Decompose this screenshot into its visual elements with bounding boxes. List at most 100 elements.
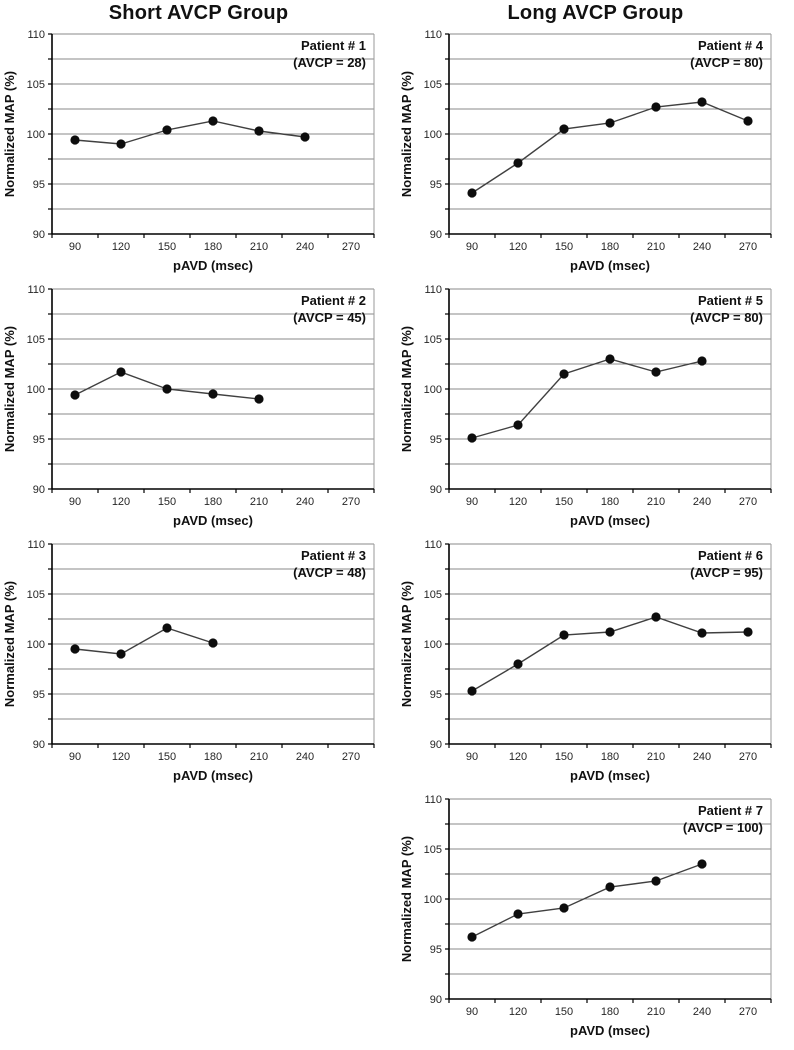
x-tick-label: 240 — [693, 751, 711, 763]
x-tick-label: 270 — [342, 496, 360, 508]
y-tick-label: 110 — [27, 539, 45, 551]
data-point — [513, 659, 523, 669]
short-avcp-column: Short AVCP Group 90 95 100 105 110 90 120 150 18… — [0, 2, 397, 783]
x-tick-label: 180 — [204, 751, 222, 763]
data-point — [70, 644, 80, 654]
data-point — [697, 628, 707, 638]
x-tick-label: 120 — [112, 496, 130, 508]
data-point — [162, 384, 172, 394]
x-tick-label: 90 — [466, 496, 478, 508]
data-point — [697, 859, 707, 869]
x-axis-title: pAVD (msec) — [570, 258, 650, 273]
x-tick-label: 150 — [158, 751, 176, 763]
data-point — [605, 354, 615, 364]
x-axis-title: pAVD (msec) — [570, 768, 650, 783]
x-tick-label: 210 — [250, 751, 268, 763]
x-tick-label: 90 — [466, 751, 478, 763]
x-tick-label: 150 — [555, 751, 573, 763]
data-point — [513, 420, 523, 430]
data-point — [651, 367, 661, 377]
x-tick-label: 120 — [509, 496, 527, 508]
x-tick-label: 210 — [250, 496, 268, 508]
x-tick-label: 180 — [601, 751, 619, 763]
y-tick-label: 105 — [27, 589, 45, 601]
y-tick-label: 95 — [430, 944, 442, 956]
data-point — [208, 389, 218, 399]
y-tick-label: 100 — [27, 384, 45, 396]
y-axis-title: Normalized MAP (%) — [2, 326, 17, 452]
data-point — [651, 876, 661, 886]
patient-7-chart: 90 95 100 105 110 90 120 150 180 210 240 270 Patient… — [397, 793, 794, 1048]
x-tick-label: 240 — [296, 751, 314, 763]
y-tick-label: 110 — [424, 794, 442, 806]
data-point — [605, 627, 615, 637]
patient-label: Patient # 1 — [301, 38, 366, 53]
patient-6-plot: 90 95 100 105 110 90 120 150 180 210 240 270 Patient… — [399, 539, 772, 783]
data-point — [605, 882, 615, 892]
y-tick-label: 90 — [430, 739, 442, 751]
data-point — [605, 118, 615, 128]
data-point — [116, 367, 126, 377]
data-point — [651, 612, 661, 622]
data-point — [651, 102, 661, 112]
patient-2-chart: 90 95 100 105 110 90 120 150 180 210 240 270 Patient… — [0, 283, 397, 538]
series-line — [471, 101, 749, 194]
long-avcp-column: Long AVCP Group 90 95 100 105 110 90 120 150 180… — [397, 0, 794, 1050]
series-line — [471, 863, 703, 938]
x-tick-label: 210 — [647, 241, 665, 253]
y-tick-label: 105 — [424, 844, 442, 856]
patient-label: Patient # 3 — [301, 548, 366, 563]
x-tick-label: 120 — [112, 241, 130, 253]
data-point — [559, 124, 569, 134]
x-tick-label: 150 — [555, 496, 573, 508]
y-tick-label: 100 — [424, 639, 442, 651]
long-group-charts: 90 95 100 105 110 90 120 150 180 210 240 270 Patient… — [397, 28, 794, 1048]
patient-4-plot: 90 95 100 105 110 90 120 150 180 210 240 270 Patient… — [399, 29, 772, 273]
y-tick-label: 90 — [430, 994, 442, 1006]
x-axis-title: pAVD (msec) — [570, 1023, 650, 1038]
data-point — [116, 649, 126, 659]
x-axis-title: pAVD (msec) — [570, 513, 650, 528]
series-line — [74, 627, 214, 655]
y-tick-label: 100 — [424, 129, 442, 141]
data-point — [559, 630, 569, 640]
y-tick-label: 100 — [27, 639, 45, 651]
y-tick-label: 105 — [424, 334, 442, 346]
x-tick-label: 90 — [466, 241, 478, 253]
x-tick-label: 240 — [693, 1006, 711, 1018]
patient-7-plot: 90 95 100 105 110 90 120 150 180 210 240 270 Patient… — [399, 794, 772, 1038]
y-tick-label: 90 — [33, 484, 45, 496]
x-tick-label: 180 — [204, 496, 222, 508]
patient-1-chart: 90 95 100 105 110 90 120 150 180 210 240 270 Patient… — [0, 28, 397, 283]
y-tick-label: 95 — [430, 179, 442, 191]
data-point — [697, 97, 707, 107]
avcp-label: (AVCP = 48) — [293, 565, 366, 580]
y-tick-label: 100 — [424, 384, 442, 396]
short-group-title: Short AVCP Group — [108, 2, 289, 24]
x-tick-label: 90 — [69, 751, 81, 763]
x-axis-title: pAVD (msec) — [173, 768, 253, 783]
data-point — [697, 356, 707, 366]
y-tick-label: 90 — [430, 484, 442, 496]
data-point — [162, 623, 172, 633]
y-tick-label: 110 — [27, 284, 45, 296]
x-tick-label: 150 — [555, 1006, 573, 1018]
y-tick-label: 90 — [33, 739, 45, 751]
x-tick-label: 120 — [112, 751, 130, 763]
patient-5-plot: 90 95 100 105 110 90 120 150 180 210 240 270 Patient… — [399, 284, 772, 528]
x-tick-label: 120 — [509, 1006, 527, 1018]
data-point — [467, 188, 477, 198]
x-tick-label: 120 — [509, 751, 527, 763]
x-tick-label: 180 — [601, 496, 619, 508]
y-tick-label: 110 — [27, 29, 45, 41]
y-tick-label: 95 — [430, 689, 442, 701]
x-axis-title: pAVD (msec) — [173, 258, 253, 273]
patient-1-plot: 90 95 100 105 110 90 120 150 180 210 240 270 Patient… — [2, 29, 375, 273]
long-group-title: Long AVCP Group — [507, 2, 684, 24]
data-point — [208, 638, 218, 648]
data-point — [559, 903, 569, 913]
y-tick-label: 100 — [27, 129, 45, 141]
y-tick-label: 110 — [424, 29, 442, 41]
data-point — [70, 390, 80, 400]
